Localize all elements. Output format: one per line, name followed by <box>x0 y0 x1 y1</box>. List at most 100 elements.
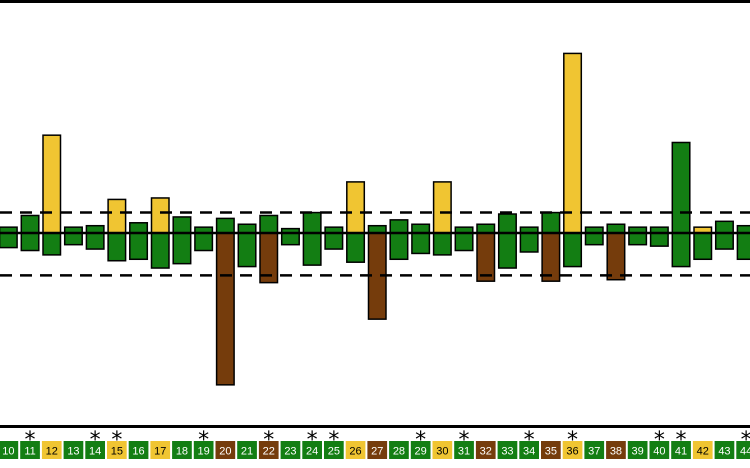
tick-label-30: 30 <box>436 446 448 458</box>
bar-lower-25 <box>324 232 344 250</box>
tick-box-16 <box>128 441 149 459</box>
tick-label-21: 21 <box>241 446 253 458</box>
bar-lower-13 <box>63 232 83 246</box>
tick-box-29 <box>410 441 431 459</box>
bar-lower-30 <box>432 232 452 256</box>
bar-lower-43 <box>714 232 734 250</box>
star-marker-19: * <box>198 428 209 453</box>
tick-label-34: 34 <box>523 446 535 458</box>
tick-box-38 <box>606 441 626 459</box>
tick-box-22 <box>258 441 279 459</box>
bar-lower-23 <box>280 232 300 246</box>
tick-box-33 <box>497 441 518 459</box>
bar-upper-12 <box>42 134 62 234</box>
tick-label-20: 20 <box>219 446 231 458</box>
bar-lower-36 <box>563 232 583 268</box>
bar-lower-44 <box>736 232 750 261</box>
bar-lower-32 <box>476 232 496 282</box>
bar-lower-37 <box>584 232 604 246</box>
tick-label-24: 24 <box>306 446 318 458</box>
tick-label-35: 35 <box>545 446 557 458</box>
tick-box-26 <box>345 441 366 459</box>
tick-box-28 <box>389 441 409 459</box>
bar-lower-39 <box>628 232 648 246</box>
tick-label-16: 16 <box>132 446 144 458</box>
bar-lower-31 <box>454 232 474 252</box>
tick-box-15 <box>107 441 127 459</box>
star-marker-34: * <box>524 428 535 453</box>
tick-label-42: 42 <box>697 446 709 458</box>
tick-label-36: 36 <box>566 446 578 458</box>
bar-lower-28 <box>389 232 409 261</box>
star-marker-29: * <box>415 428 426 453</box>
tick-label-37: 37 <box>588 446 600 458</box>
bar-upper-15 <box>107 198 127 234</box>
tick-label-17: 17 <box>154 446 166 458</box>
star-marker-44: * <box>741 428 750 453</box>
bar-lower-17 <box>150 232 170 269</box>
tick-label-23: 23 <box>284 446 296 458</box>
bar-upper-17 <box>150 197 170 234</box>
tick-box-11 <box>20 441 40 459</box>
tick-label-44: 44 <box>740 446 750 458</box>
tick-label-43: 43 <box>718 446 730 458</box>
bar-lower-42 <box>693 232 713 261</box>
tick-label-31: 31 <box>458 446 470 458</box>
bar-upper-29 <box>411 223 431 234</box>
tick-box-25 <box>324 441 344 459</box>
tick-label-15: 15 <box>111 446 123 458</box>
bar-upper-18 <box>172 216 192 234</box>
bar-upper-24 <box>302 211 322 234</box>
tick-box-36 <box>562 441 583 459</box>
tick-label-39: 39 <box>632 446 644 458</box>
bar-upper-30 <box>432 181 452 234</box>
tick-box-44 <box>736 441 750 459</box>
bar-upper-22 <box>259 214 279 234</box>
bar-upper-28 <box>389 219 409 234</box>
tick-label-28: 28 <box>393 446 405 458</box>
tick-box-14 <box>85 441 105 459</box>
bar-lower-40 <box>649 232 669 247</box>
tick-box-24 <box>302 441 322 459</box>
tick-label-32: 32 <box>480 446 492 458</box>
star-marker-22: * <box>263 428 274 453</box>
bar-lower-12 <box>42 232 62 256</box>
tick-label-19: 19 <box>198 446 210 458</box>
bar-lower-16 <box>129 232 149 261</box>
bar-lower-35 <box>541 232 561 282</box>
tick-label-26: 26 <box>349 446 361 458</box>
tick-box-13 <box>63 441 84 459</box>
tick-box-23 <box>280 441 301 459</box>
tick-box-39 <box>627 441 648 459</box>
tick-box-12 <box>41 441 62 459</box>
tick-label-27: 27 <box>371 446 383 458</box>
tick-label-29: 29 <box>415 446 427 458</box>
bar-upper-41 <box>671 141 691 234</box>
tick-box-31 <box>454 441 474 459</box>
star-marker-31: * <box>459 428 470 453</box>
bar-lower-29 <box>411 232 431 255</box>
bar-lower-18 <box>172 232 192 265</box>
bar-upper-35 <box>541 211 561 234</box>
star-marker-14: * <box>90 428 101 453</box>
bar-lower-14 <box>85 232 105 250</box>
bar-lower-33 <box>497 232 517 269</box>
tick-box-32 <box>475 441 496 459</box>
tick-box-20 <box>215 441 236 459</box>
bar-upper-26 <box>346 181 366 234</box>
star-marker-41: * <box>676 428 687 453</box>
tick-box-42 <box>692 441 713 459</box>
bar-upper-32 <box>476 223 496 234</box>
star-marker-36: * <box>567 428 578 453</box>
tick-box-10 <box>0 441 19 459</box>
bar-lower-15 <box>107 232 127 262</box>
tick-label-25: 25 <box>328 446 340 458</box>
star-marker-24: * <box>307 428 318 453</box>
bar-lower-24 <box>302 232 322 266</box>
tick-label-33: 33 <box>501 446 513 458</box>
tick-box-21 <box>237 441 257 459</box>
bar-upper-21 <box>237 223 257 234</box>
tick-box-17 <box>150 441 171 459</box>
tick-label-12: 12 <box>46 446 58 458</box>
chart-frame <box>0 0 750 428</box>
